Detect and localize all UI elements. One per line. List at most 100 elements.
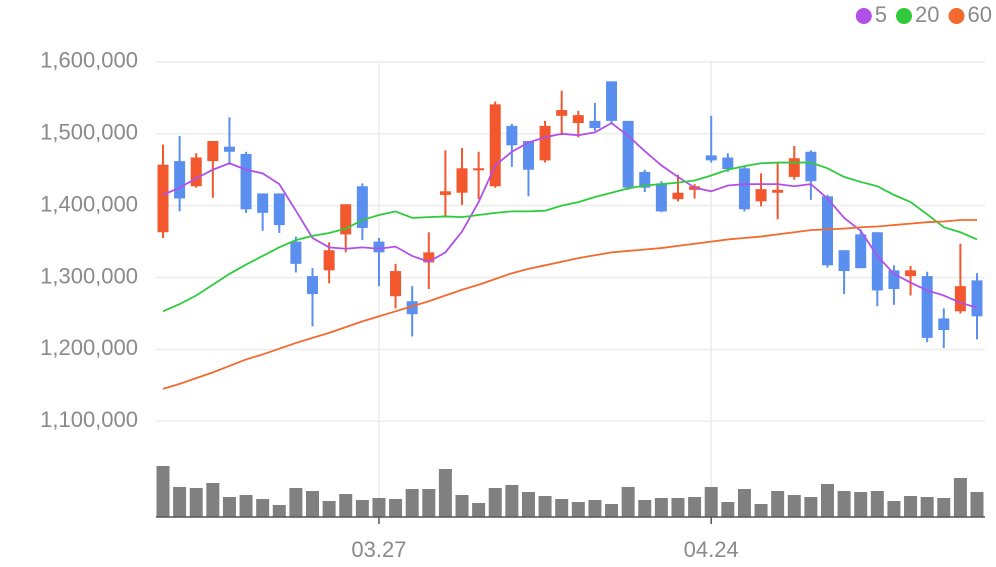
candle	[240, 151, 252, 213]
candle-body	[356, 186, 368, 228]
candle-body	[439, 191, 451, 195]
y-tick-label: 1,500,000	[40, 120, 138, 145]
ma-line	[162, 121, 978, 309]
candle-body	[639, 171, 651, 188]
candle-body	[273, 193, 285, 226]
candle	[606, 81, 618, 124]
volume-bar	[438, 469, 452, 517]
candle	[738, 166, 750, 212]
volume-bar	[820, 484, 834, 517]
volume-bar	[887, 501, 901, 517]
candle	[323, 242, 335, 284]
candle	[971, 273, 983, 340]
candle	[705, 115, 717, 163]
candle	[223, 117, 235, 165]
y-tick-label: 1,100,000	[40, 407, 138, 432]
candle-body	[489, 104, 501, 187]
candle-body	[755, 189, 767, 202]
candle-body	[539, 125, 551, 161]
candle-body	[240, 153, 252, 210]
candle-body	[838, 250, 850, 272]
legend: 60 20 5	[855, 2, 992, 27]
candle	[157, 144, 169, 238]
candle	[772, 163, 784, 220]
candle-body	[174, 161, 186, 199]
candle	[572, 110, 584, 138]
volume-bar	[239, 495, 253, 517]
candle	[938, 308, 950, 348]
candle	[506, 123, 518, 167]
volume-bar	[754, 504, 768, 517]
legend-label: 20	[915, 2, 939, 27]
candle	[456, 148, 468, 205]
candle-body	[423, 252, 435, 263]
candle-body	[971, 280, 983, 317]
volume-bar	[904, 496, 918, 517]
candle-body	[622, 120, 634, 188]
candle	[639, 169, 651, 193]
ma-line	[162, 161, 978, 313]
y-tick-label: 1,300,000	[40, 263, 138, 288]
volume-bar	[654, 498, 668, 517]
candle	[257, 193, 269, 231]
candle	[556, 90, 568, 136]
candle	[307, 268, 319, 327]
candle-body	[921, 276, 933, 338]
ma-line	[162, 219, 977, 390]
candle-body	[307, 276, 319, 295]
volume-bar	[222, 497, 236, 517]
candle-body	[655, 183, 667, 212]
candle	[439, 150, 451, 217]
candle	[174, 135, 186, 212]
candle-body	[473, 168, 485, 171]
candle	[821, 194, 833, 268]
candle-body	[888, 270, 900, 290]
candle-body	[672, 192, 684, 200]
candle-body	[905, 270, 917, 277]
candle	[888, 265, 900, 305]
candle	[755, 173, 767, 207]
volume-bar	[272, 505, 286, 517]
volume-bar	[771, 491, 785, 517]
volume-bar	[704, 487, 718, 517]
volume-bar	[389, 499, 403, 517]
volume-bar	[721, 502, 735, 517]
volume-bar	[322, 501, 336, 517]
candle	[622, 120, 634, 190]
volume-bar	[289, 488, 303, 517]
candle-body	[821, 196, 833, 266]
y-tick-label: 1,400,000	[40, 191, 138, 216]
candle-body	[772, 189, 784, 193]
candle	[672, 174, 684, 202]
x-tick-label: 03.27	[351, 537, 406, 562]
volume-bar	[372, 498, 386, 517]
candle-body	[290, 241, 302, 264]
candle-body	[705, 155, 717, 161]
candle-body	[190, 157, 202, 187]
legend-swatch	[948, 8, 965, 24]
candle-body	[390, 271, 402, 297]
volume-bar	[638, 500, 652, 517]
candle-body	[522, 140, 534, 170]
volume-bar	[920, 497, 934, 517]
candle	[273, 193, 285, 233]
volume-bars	[156, 466, 984, 517]
candle	[406, 286, 418, 337]
y-tick-label: 1,600,000	[40, 48, 138, 73]
candle	[655, 181, 667, 213]
volume-bar	[870, 491, 884, 517]
volume-bar	[206, 483, 220, 517]
candle-body	[805, 151, 817, 182]
volume-bar	[854, 492, 868, 517]
volume-bar	[538, 496, 552, 517]
volume-bar	[472, 503, 486, 517]
candle-body	[373, 241, 385, 253]
legend-swatch	[896, 8, 913, 24]
volume-bar	[488, 488, 502, 517]
candle-body	[157, 164, 169, 233]
candle	[589, 102, 601, 131]
volume-bar	[970, 492, 984, 517]
candle-body	[871, 232, 883, 291]
volume-bar	[621, 487, 635, 517]
